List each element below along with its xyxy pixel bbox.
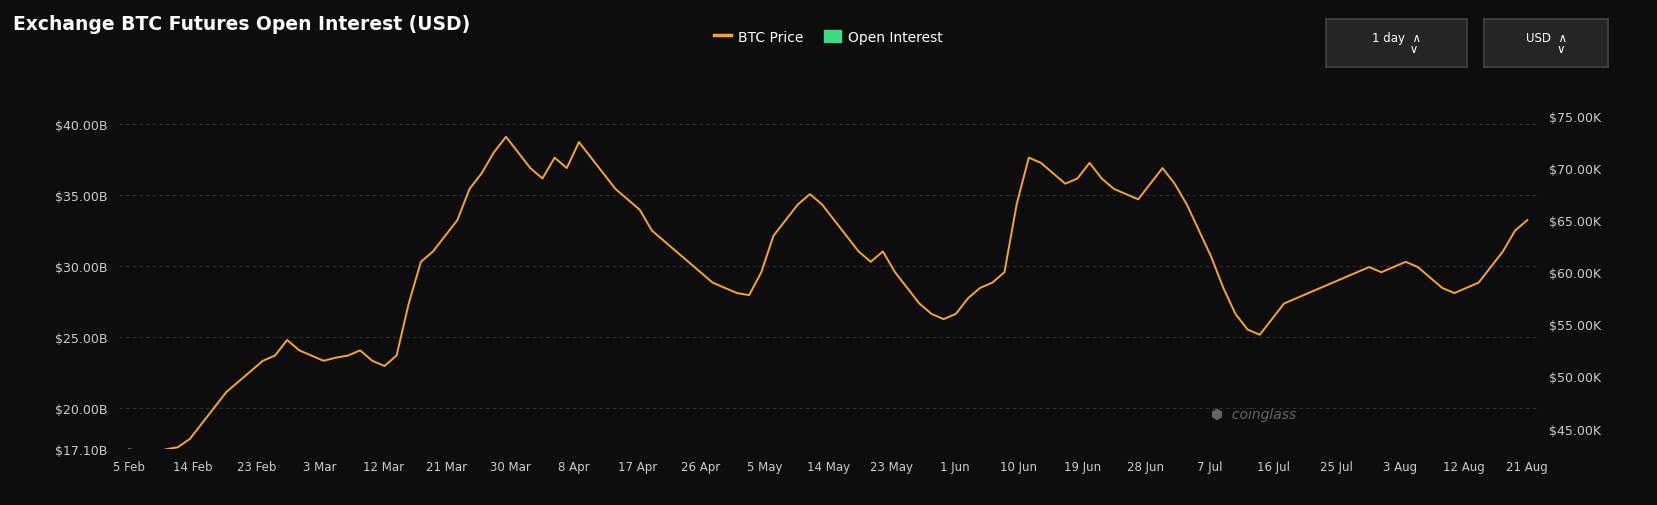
Legend: BTC Price, Open Interest: BTC Price, Open Interest [708,25,948,50]
Text: ⬢  coinglass: ⬢ coinglass [1210,407,1296,421]
Text: USD  ∧
        ∨: USD ∧ ∨ [1524,32,1566,56]
Text: 1 day  ∧
         ∨: 1 day ∧ ∨ [1372,32,1420,56]
Text: Exchange BTC Futures Open Interest (USD): Exchange BTC Futures Open Interest (USD) [13,15,471,34]
